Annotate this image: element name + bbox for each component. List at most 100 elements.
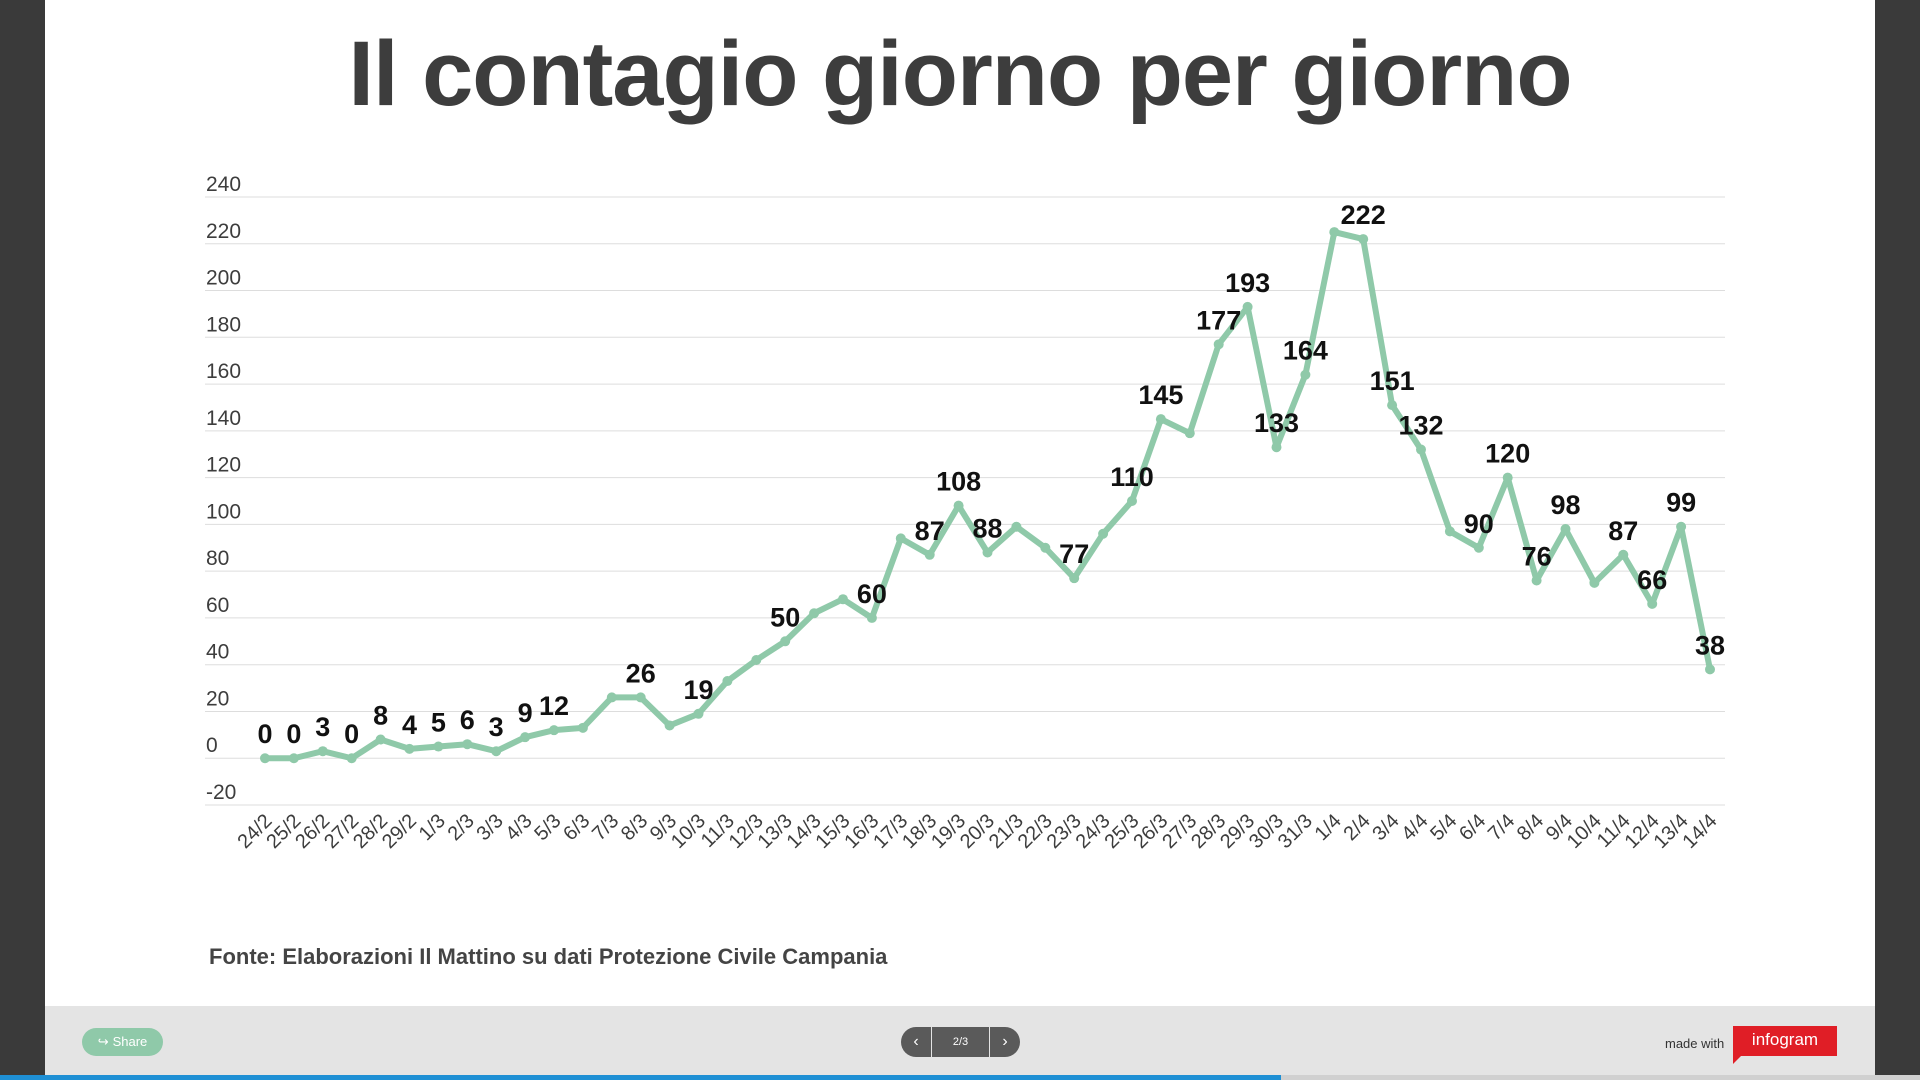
pager: ‹ 2/3 › (901, 1027, 1020, 1057)
series-line (262, 229, 1713, 762)
data-point (1387, 400, 1398, 411)
data-label: 99 (1666, 488, 1696, 518)
data-point (1589, 577, 1600, 588)
data-label: 76 (1522, 542, 1552, 572)
data-point (1416, 444, 1426, 455)
data-label: 164 (1283, 336, 1328, 366)
data-point (317, 746, 328, 757)
share-label: Share (112, 1034, 148, 1049)
prev-page-button[interactable]: ‹ (901, 1027, 931, 1057)
made-with-label: made with (1665, 1036, 1725, 1051)
data-label: 4 (402, 710, 417, 740)
y-tick-label: 180 (206, 313, 241, 336)
y-tick-label: 20 (206, 687, 229, 710)
data-point (1300, 369, 1311, 380)
page-count: 2/3 (932, 1027, 989, 1057)
chart-page: Il contagio giorno per giorno -20 0 20 40 60… (45, 0, 1875, 1080)
y-tick-label: 220 (206, 220, 241, 243)
data-point (895, 533, 906, 544)
data-point (1502, 472, 1513, 483)
y-tick-label: 80 (206, 547, 229, 570)
data-label: 12 (539, 691, 569, 721)
y-tick-label: -20 (206, 781, 236, 804)
data-point (260, 753, 270, 764)
y-tick-label: 200 (206, 267, 241, 290)
data-point (375, 734, 386, 745)
data-point (953, 500, 964, 511)
data-label: 0 (286, 719, 301, 749)
data-point (462, 739, 473, 750)
data-point (549, 725, 559, 736)
data-point (1184, 428, 1195, 439)
data-label: 88 (972, 513, 1002, 543)
data-label: 38 (1695, 630, 1725, 660)
data-label: 60 (857, 579, 887, 609)
data-point (722, 676, 733, 687)
data-label: 3 (315, 712, 330, 742)
data-label: 50 (770, 602, 800, 632)
share-icon: ↪ (97, 1034, 109, 1049)
data-point (1127, 496, 1137, 506)
data-point (1531, 575, 1542, 586)
data-label: 193 (1225, 268, 1270, 298)
data-label: 90 (1464, 509, 1494, 539)
share-button[interactable]: ↪ Share (82, 1028, 163, 1056)
data-point (751, 655, 762, 666)
data-point (606, 692, 617, 703)
y-tick-label: 160 (206, 360, 241, 383)
data-point (1444, 526, 1455, 537)
data-point (1069, 573, 1080, 584)
y-tick-label: 120 (206, 454, 241, 477)
chevron-left-icon: ‹ (913, 1033, 919, 1050)
data-point (1213, 339, 1224, 350)
data-point (924, 549, 935, 560)
data-label: 6 (460, 705, 475, 735)
data-label: 87 (1608, 516, 1638, 546)
data-label: 120 (1485, 439, 1530, 469)
data-point (838, 594, 848, 605)
data-point (1040, 542, 1051, 553)
data-point (577, 722, 588, 733)
data-point (1618, 549, 1629, 560)
data-point (491, 746, 502, 757)
data-label: 98 (1550, 490, 1580, 520)
infogram-logo-text: infogram (1751, 1030, 1819, 1049)
source-note: Fonte: Elaborazioni Il Mattino su dati P… (209, 944, 888, 969)
y-tick-label: 240 (206, 173, 241, 196)
infogram-logo[interactable]: infogram (1733, 1026, 1837, 1064)
x-tick-label: 29/2 (378, 810, 421, 853)
line-chart: -20020406080100120140160180200220240024/… (205, 173, 1725, 853)
data-point (1676, 521, 1687, 532)
data-point (1358, 234, 1369, 245)
data-label: 26 (626, 658, 656, 688)
data-point (433, 741, 444, 752)
y-tick-label: 100 (206, 500, 241, 523)
data-label: 151 (1370, 366, 1415, 396)
data-point (1242, 301, 1253, 312)
chevron-right-icon: › (1002, 1033, 1008, 1050)
data-point (635, 692, 646, 703)
data-point (1011, 521, 1022, 532)
data-label: 77 (1059, 539, 1089, 569)
data-label: 145 (1138, 380, 1183, 410)
data-point (288, 753, 299, 764)
data-point (693, 708, 704, 719)
logo-tail-shape (1733, 1054, 1743, 1064)
y-tick-label: 140 (206, 407, 241, 430)
next-page-button[interactable]: › (990, 1027, 1020, 1057)
data-point (780, 636, 791, 647)
data-label: 177 (1196, 305, 1241, 335)
progress-fill (0, 1075, 1281, 1080)
data-point (346, 753, 357, 764)
data-point (982, 547, 993, 558)
data-label: 19 (683, 675, 713, 705)
y-tick-label: 60 (206, 594, 229, 617)
data-label: 110 (1110, 462, 1154, 492)
data-label: 87 (915, 516, 945, 546)
data-point (1155, 414, 1166, 425)
data-point (664, 720, 675, 731)
data-point (1271, 442, 1282, 453)
data-label: 8 (373, 701, 388, 731)
data-point (1473, 542, 1484, 553)
data-point (1560, 524, 1571, 535)
